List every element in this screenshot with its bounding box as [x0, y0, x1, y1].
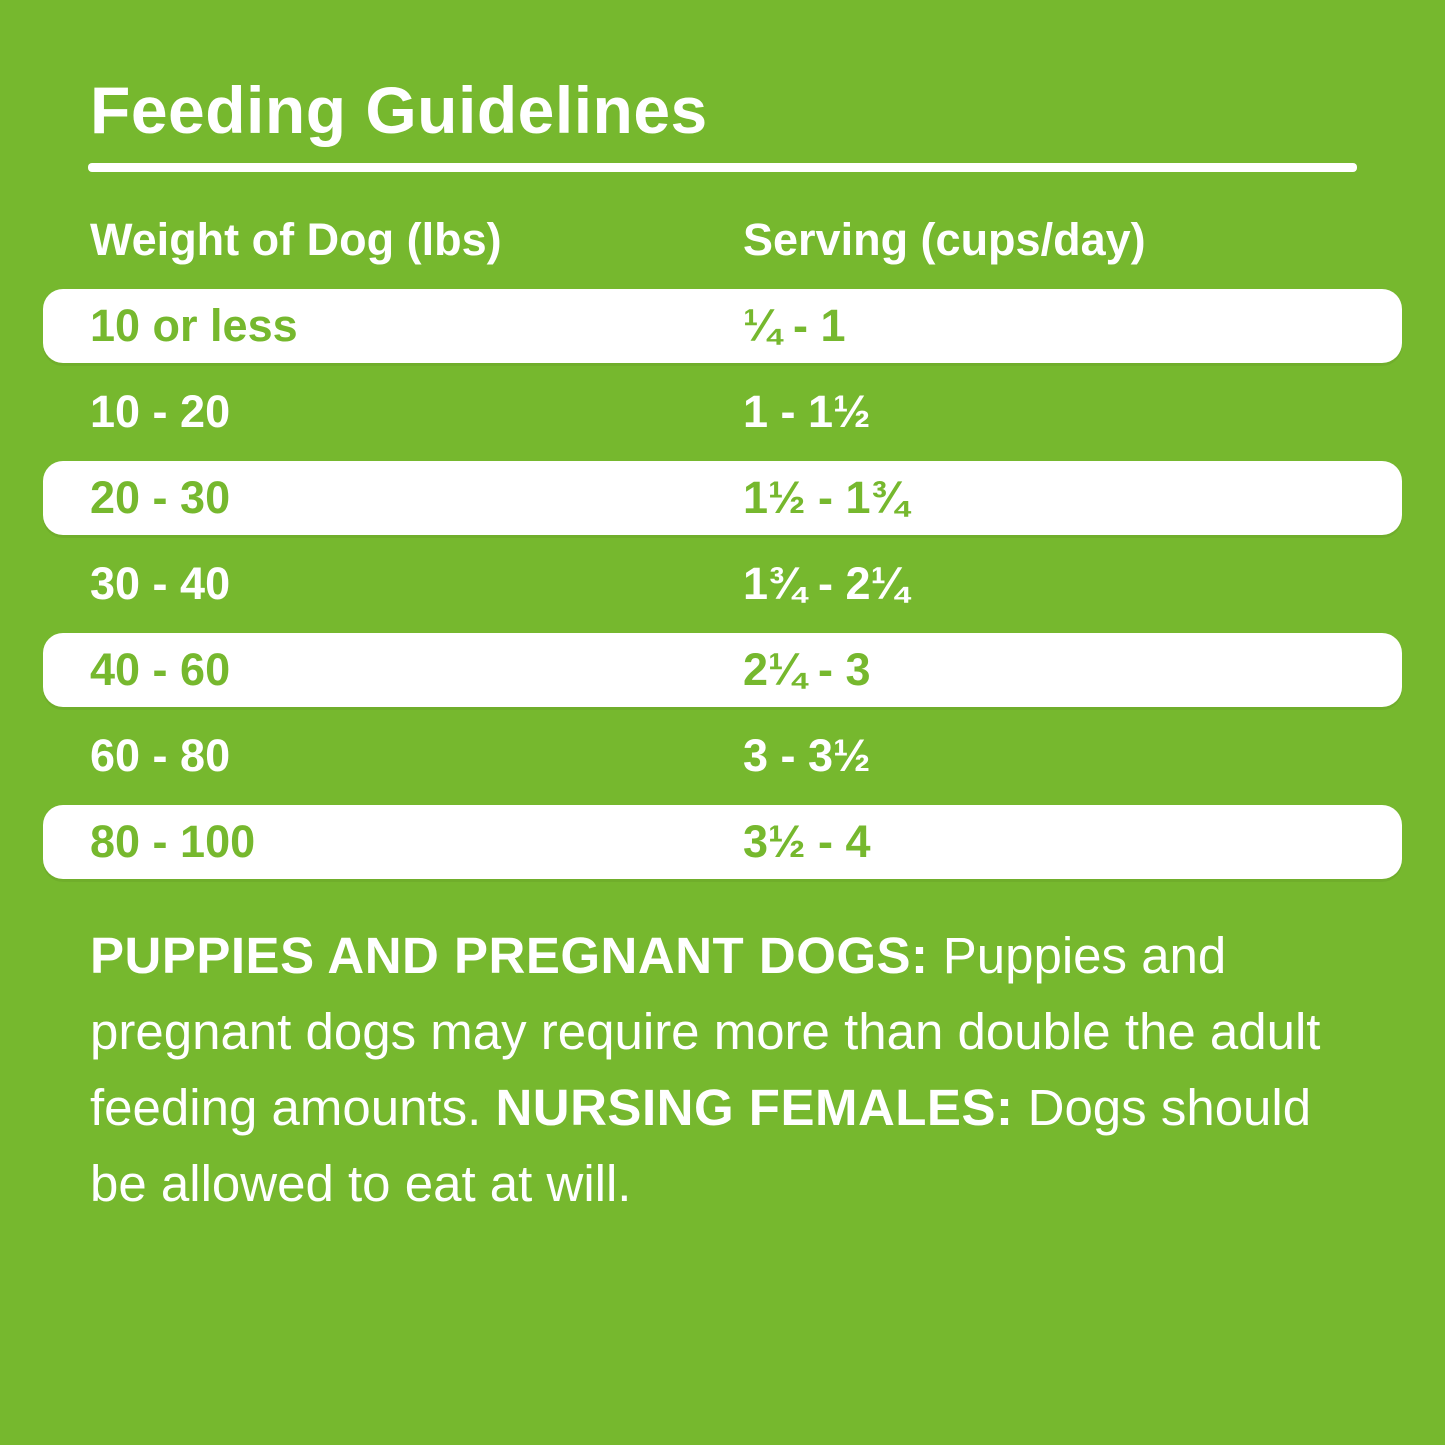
page-title: Feeding Guidelines [90, 73, 708, 147]
column-header-serving: Serving (cups/day) [743, 214, 1146, 265]
footnote-puppies-text: Puppies and pregnant dogs may require mo… [90, 927, 1321, 1136]
table-row: 10 - 20 1 - 1½ [43, 375, 1402, 449]
footnote: PUPPIES AND PREGNANT DOGS: Puppies and p… [90, 918, 1370, 1222]
weight-cell: 20 - 30 [90, 472, 231, 523]
serving-cell: 1¾ - 2¼ [743, 558, 909, 609]
title-divider [88, 163, 1357, 172]
table-row: 40 - 60 2¼ - 3 [43, 633, 1402, 707]
table-row: 20 - 30 1½ - 1¾ [43, 461, 1402, 535]
weight-cell: 40 - 60 [90, 644, 231, 695]
weight-cell: 60 - 80 [90, 730, 231, 781]
serving-cell: 1 - 1½ [743, 386, 871, 437]
footnote-puppies-heading: PUPPIES AND PREGNANT DOGS: [90, 927, 929, 984]
feeding-table-body: 10 or less ¼ - 1 10 - 20 1 - 1½ 20 - 30 … [43, 289, 1402, 891]
table-row: 80 - 100 3½ - 4 [43, 805, 1402, 879]
serving-cell: 2¼ - 3 [743, 644, 871, 695]
table-row: 30 - 40 1¾ - 2¼ [43, 547, 1402, 621]
weight-cell: 30 - 40 [90, 558, 231, 609]
footnote-nursing-heading: NURSING FEMALES: [495, 1079, 1014, 1136]
footnote-nursing-text: Dogs should be allowed to eat at will. [90, 1079, 1312, 1212]
weight-cell: 80 - 100 [90, 816, 256, 867]
serving-cell: ¼ - 1 [743, 300, 846, 351]
weight-cell: 10 - 20 [90, 386, 231, 437]
table-row: 60 - 80 3 - 3½ [43, 719, 1402, 793]
table-header: Weight of Dog (lbs) Serving (cups/day) [0, 214, 1445, 265]
serving-cell: 3 - 3½ [743, 730, 871, 781]
column-header-weight: Weight of Dog (lbs) [90, 214, 502, 265]
weight-cell: 10 or less [90, 300, 298, 351]
serving-cell: 1½ - 1¾ [743, 472, 909, 523]
table-row: 10 or less ¼ - 1 [43, 289, 1402, 363]
serving-cell: 3½ - 4 [743, 816, 871, 867]
